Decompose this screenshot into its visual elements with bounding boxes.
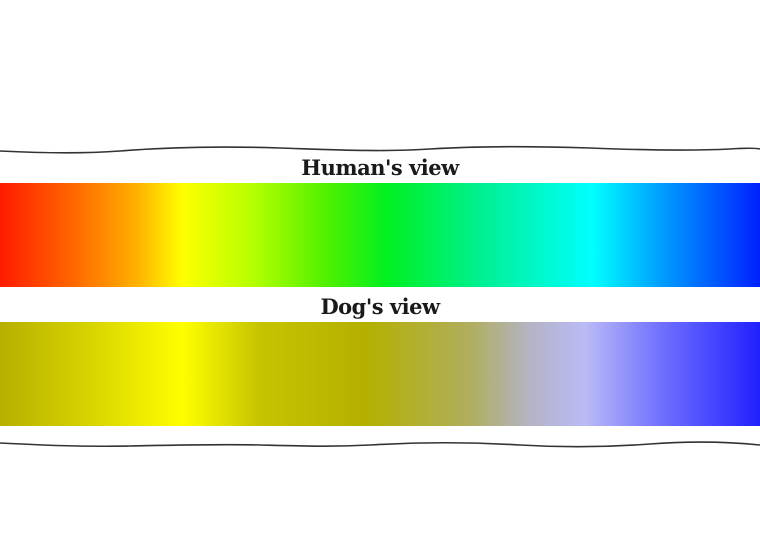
torn-edge-top [0, 145, 760, 154]
human-view-label: Human's view [301, 155, 459, 180]
dog-color-spectrum [0, 322, 760, 426]
human-color-spectrum [0, 183, 760, 287]
torn-edge-bottom [0, 441, 760, 448]
dog-view-label: Dog's view [320, 294, 440, 319]
